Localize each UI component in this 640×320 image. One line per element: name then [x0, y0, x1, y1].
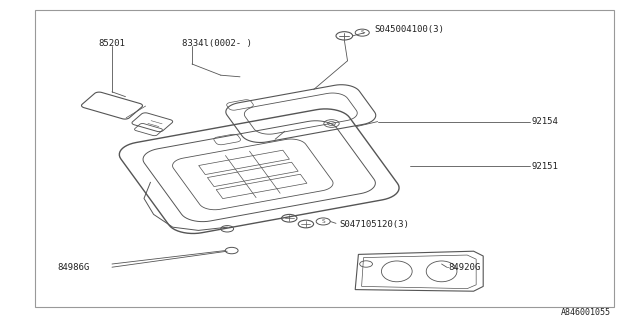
Text: 84920G: 84920G	[448, 263, 480, 272]
Text: 85201: 85201	[99, 39, 125, 48]
Text: 92154: 92154	[531, 117, 558, 126]
Text: S: S	[321, 219, 325, 224]
Text: S045004100(3): S045004100(3)	[374, 25, 444, 34]
Text: S047105120(3): S047105120(3)	[339, 220, 409, 228]
Text: A846001055: A846001055	[561, 308, 611, 317]
Text: 8334l(0002- ): 8334l(0002- )	[182, 39, 252, 48]
Text: 84986G: 84986G	[58, 263, 90, 272]
Text: S: S	[360, 30, 364, 35]
Text: 92151: 92151	[531, 162, 558, 171]
